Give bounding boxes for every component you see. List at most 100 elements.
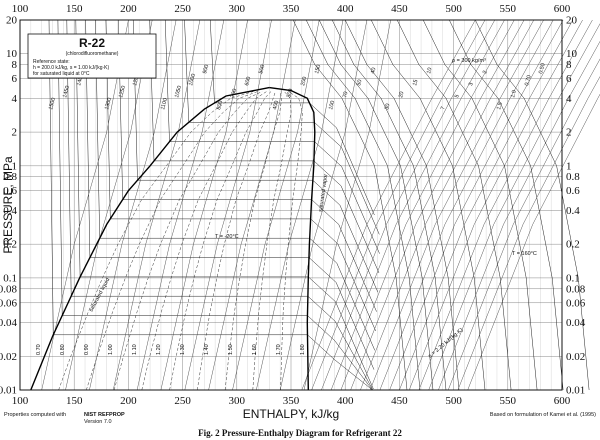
density-line-label: 5 (454, 94, 461, 99)
density-line-label: 20 (398, 91, 405, 98)
x-tick-label-bottom: 500 (445, 395, 462, 407)
density-line-label: 900 (202, 64, 210, 74)
liquid-entropy-label: 1.60 (252, 344, 258, 355)
x-tick-label-top: 600 (554, 3, 571, 15)
y-tick-label-left: 0.06 (0, 297, 18, 309)
density-line-label: 700 (230, 88, 238, 98)
legend-subtitle: (chlorodifluoromethane) (66, 51, 119, 57)
x-tick-label-top: 450 (391, 3, 408, 15)
y-tick-label-right: 10 (566, 48, 578, 60)
liquid-entropy-label: 1.30 (180, 344, 186, 355)
density-line-label: 1300 (104, 97, 113, 110)
liquid-entropy-label: 0.90 (84, 344, 90, 355)
density-line-label: 600 (244, 76, 252, 86)
density-line-label: 1.5 (496, 102, 504, 111)
y-tick-label-left: 0.01 (0, 385, 17, 397)
saturation-dome (31, 88, 315, 390)
y-tick-label-right: 4 (566, 93, 572, 105)
legend-title: R-22 (79, 36, 105, 50)
density-line-label: 2 (482, 70, 489, 75)
x-tick-label-top: 550 (500, 3, 517, 15)
density-line-label: 40 (370, 67, 377, 74)
y-tick-label-right: 0.4 (566, 205, 580, 217)
density-line-label: 1500 (48, 97, 57, 110)
isochore-line (351, 20, 524, 390)
liquid-entropy-label: 1.00 (108, 344, 114, 355)
density-line-label: 1100 (160, 98, 169, 111)
density-line-label: 1450 (62, 85, 71, 98)
footer-version: Version 7.0 (84, 419, 112, 425)
y-tick-label-right: 0.02 (566, 351, 585, 363)
liquid-entropy-label: 1.20 (156, 344, 162, 355)
y-tick-label-right: 6 (566, 73, 572, 85)
liquid-entropy-label: 0.70 (36, 344, 42, 355)
y-tick-label-left: 20 (6, 15, 18, 27)
x-tick-label-bottom: 200 (120, 395, 137, 407)
density-line-label: 500 (258, 64, 266, 74)
x-tick-label-top: 400 (337, 3, 354, 15)
isotherm-line (185, 20, 380, 234)
liquid-entropy-label: 1.10 (132, 344, 138, 355)
figure-caption: Fig. 2 Pressure-Enthalpy Diagram for Ref… (198, 428, 402, 438)
density-line-label: 0.70 (524, 75, 533, 87)
y-tick-label-left: 6 (12, 73, 18, 85)
isotherm-line (293, 20, 407, 390)
x-tick-label-bottom: 250 (174, 395, 191, 407)
y-tick-label-right: 20 (566, 15, 578, 27)
density-line-label: 30 (384, 103, 391, 110)
y-tick-label-right: 2 (566, 127, 572, 139)
x-axis-title: ENTHALPY, kJ/kg (243, 407, 339, 421)
legend-ref-line-3: for saturated liquid at 0°C (33, 71, 90, 77)
x-tick-label-top: 350 (283, 3, 300, 15)
footer-refprop: NIST REFPROP (84, 412, 125, 418)
x-tick-label-top: 150 (66, 3, 83, 15)
density-line-label: 10 (426, 67, 433, 74)
liquid-entropy-label: 0.80 (60, 344, 66, 355)
density-line-label: 0.50 (538, 63, 547, 75)
density-line-label: 100 (328, 100, 336, 110)
y-tick-label-left: 2 (12, 127, 18, 139)
density-line-label: 300 (286, 88, 294, 98)
entropy-label: s = 2.20 kJ/(kg·K) (427, 327, 464, 360)
y-tick-label-right: 0.01 (566, 385, 585, 397)
density-line-label: 1050 (174, 85, 183, 98)
y-axis-title: PRESSURE, MPa (1, 156, 15, 254)
y-tick-label-left: 0.02 (0, 351, 17, 363)
density-line-label: 800 (216, 100, 224, 110)
isotherm-label: T = 160°C (512, 251, 537, 257)
x-tick-label-top: 500 (445, 3, 462, 15)
density-line-label: 15 (412, 79, 419, 86)
x-tick-label-top: 200 (120, 3, 137, 15)
y-tick-label-left: 0.1 (3, 272, 17, 284)
x-tick-label-bottom: 350 (283, 395, 300, 407)
density-line-label: 1.0 (510, 90, 518, 99)
y-tick-label-right: 8 (566, 59, 572, 71)
isotherm-line (423, 20, 537, 390)
liquid-entropy-label: 1.40 (204, 344, 210, 355)
density-line-label: 200 (300, 76, 308, 86)
x-tick-label-top: 100 (12, 3, 29, 15)
y-tick-label-left: 10 (6, 48, 18, 60)
y-tick-label-right: 0.6 (566, 185, 580, 197)
curve-labels: T = -20°CT = 160°Cρ = 300 kg/m³s = 2.20 … (36, 58, 547, 360)
y-tick-label-left: 0.04 (0, 317, 18, 329)
density-label: ρ = 300 kg/m³ (452, 58, 486, 64)
x-tick-label-bottom: 400 (337, 395, 354, 407)
x-tick-label-bottom: 550 (500, 395, 517, 407)
y-tick-label-right: 1 (566, 160, 572, 172)
density-line-label: 7 (440, 106, 447, 111)
y-tick-label-right: 0.06 (566, 297, 586, 309)
density-line-label: 400 (272, 100, 280, 110)
x-tick-label-bottom: 150 (66, 395, 83, 407)
density-line-label: 1250 (118, 85, 127, 98)
liquid-entropy-label: 1.80 (300, 344, 306, 355)
x-tick-label-bottom: 300 (229, 395, 246, 407)
y-tick-label-right: 0.8 (566, 171, 580, 183)
isochore-line (331, 20, 504, 390)
y-tick-label-right: 0.04 (566, 317, 586, 329)
isochore-line (468, 20, 600, 390)
isochore-line (390, 20, 563, 390)
x-tick-label-top: 250 (174, 3, 191, 15)
isotherm-line (345, 20, 459, 390)
